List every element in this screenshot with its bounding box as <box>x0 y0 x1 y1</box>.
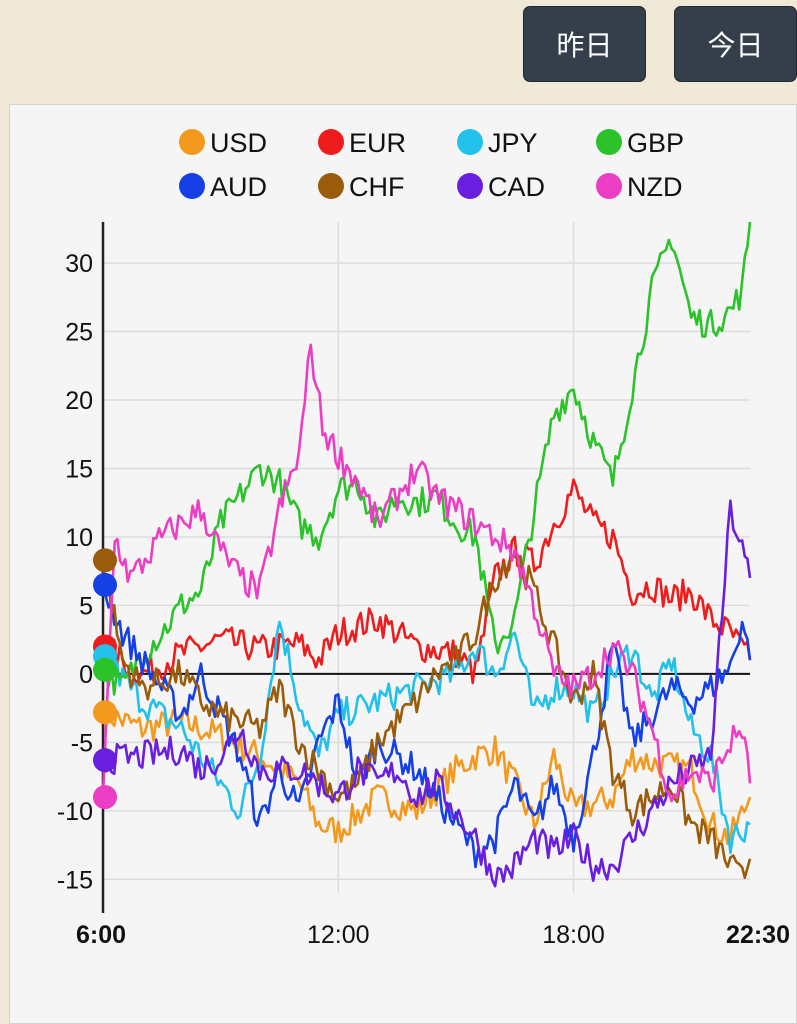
y-tick-label: -5 <box>71 729 93 757</box>
series-line-cad <box>101 499 752 888</box>
series-line-eur <box>101 478 752 685</box>
x-tick-label: 22:30 <box>726 921 790 949</box>
legend-swatch <box>457 173 483 199</box>
series-line-aud <box>101 584 752 869</box>
legend-swatch <box>318 129 344 155</box>
legend-swatch <box>179 173 205 199</box>
chart-series-lines <box>101 221 752 888</box>
start-marker-aud <box>93 572 117 597</box>
legend-swatch <box>596 129 622 155</box>
legend-swatch <box>318 173 344 199</box>
x-axis-ticks: 6:00 12:00 18:00 22:30 <box>76 921 790 949</box>
y-tick-label: 5 <box>79 592 93 620</box>
y-tick-label: 30 <box>65 250 93 278</box>
start-marker-cad <box>93 748 117 773</box>
y-tick-label: 20 <box>65 387 93 415</box>
series-line-nzd <box>101 343 752 803</box>
legend-swatch <box>596 173 622 199</box>
yesterday-button[interactable]: 昨日 <box>523 6 646 82</box>
y-tick-label: -10 <box>57 798 93 826</box>
legend-label: USD <box>210 128 267 158</box>
legend-label: GBP <box>627 128 684 158</box>
series-line-usd <box>101 700 752 846</box>
x-tick-label: 18:00 <box>542 921 605 949</box>
y-tick-label: -15 <box>57 866 93 894</box>
series-start-markers <box>93 548 117 810</box>
y-tick-label: 0 <box>79 661 93 689</box>
x-tick-label: 12:00 <box>307 921 370 949</box>
chart-grid <box>101 222 750 913</box>
legend-label: CHF <box>349 172 405 202</box>
legend-label: NZD <box>627 172 683 202</box>
legend-label: JPY <box>488 128 538 158</box>
legend-label: EUR <box>349 128 406 158</box>
legend-swatch <box>179 129 205 155</box>
series-line-chf <box>101 554 752 879</box>
x-tick-label: 6:00 <box>76 921 126 949</box>
start-marker-gbp <box>93 657 117 682</box>
start-marker-usd <box>93 700 117 725</box>
y-tick-label: 15 <box>65 455 93 483</box>
series-line-gbp <box>101 221 752 696</box>
legend-label: AUD <box>210 172 267 202</box>
legend-swatch <box>457 129 483 155</box>
y-tick-label: 25 <box>65 319 93 347</box>
today-button[interactable]: 今日 <box>674 6 797 82</box>
y-tick-label: 10 <box>65 524 93 552</box>
start-marker-nzd <box>93 785 117 810</box>
start-marker-chf <box>93 548 117 573</box>
legend-label: CAD <box>488 172 545 202</box>
chart-legend: USD EUR JPY GBP AUD CHF CAD NZD <box>179 128 684 202</box>
y-axis-ticks: 30 25 20 15 10 5 0 -5 -10 -15 <box>57 250 93 894</box>
